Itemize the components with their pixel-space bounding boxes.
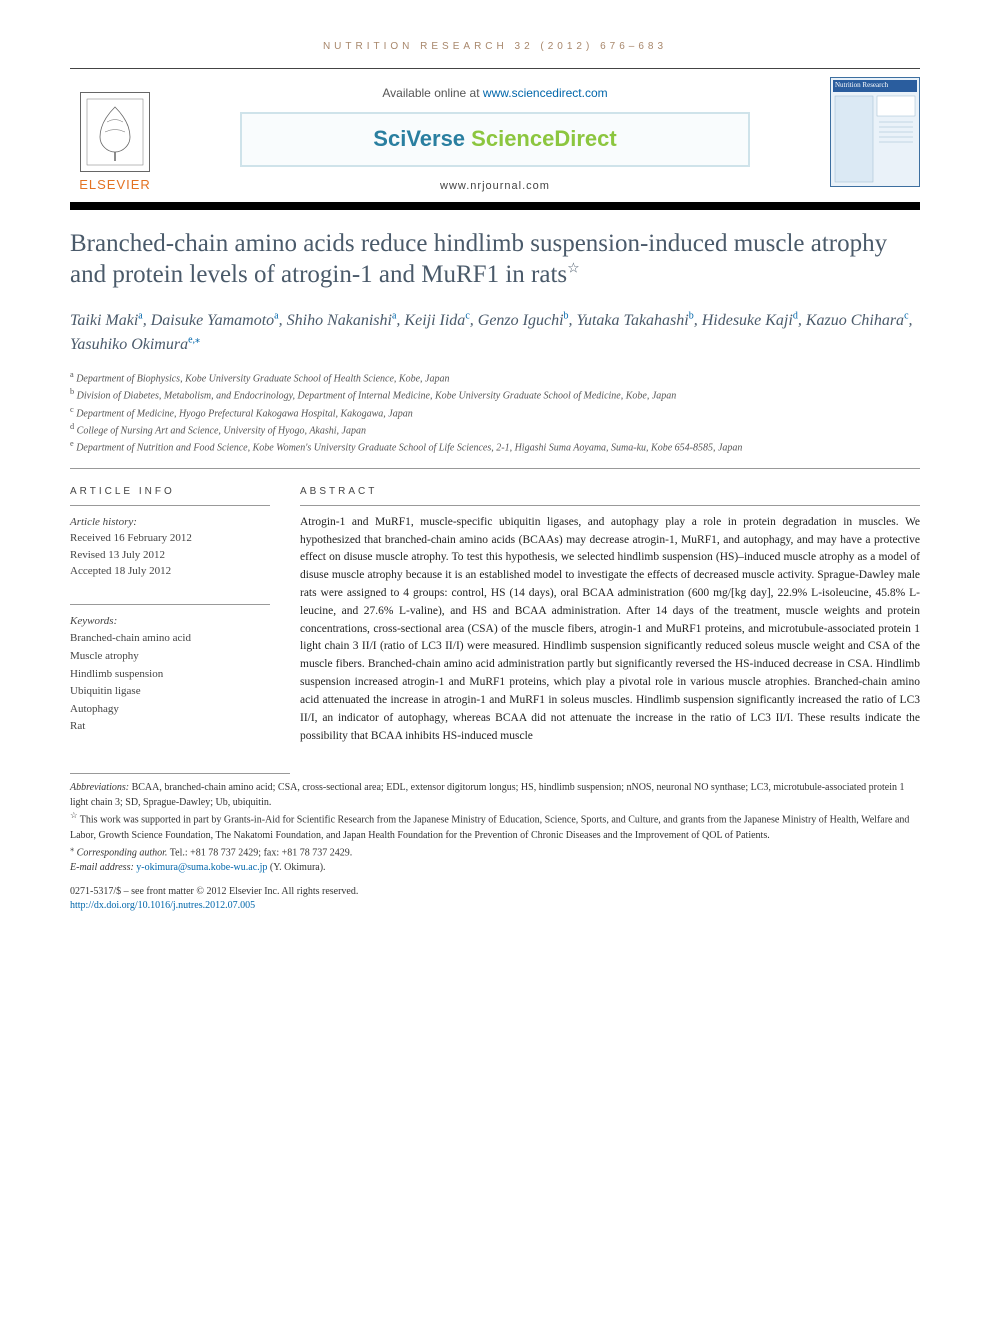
info-rule-2 (70, 604, 270, 605)
author: Kazuo Chiharac (806, 312, 909, 329)
author-list: Taiki Makia, Daisuke Yamamotoa, Shiho Na… (70, 308, 920, 357)
sciverse-logo: SciVerse ScienceDirect (240, 112, 750, 167)
available-prefix: Available online at (382, 86, 483, 100)
keyword-item: Ubiquitin ligase (70, 683, 270, 701)
email-label: E-mail address: (70, 862, 134, 873)
author-affil-ref: c (904, 310, 908, 321)
author: Yutaka Takahashib (577, 312, 694, 329)
affiliation: b Division of Diabetes, Metabolism, and … (70, 386, 920, 403)
journal-cover-thumbnail: Nutrition Research (830, 77, 920, 187)
author-affil-ref: e,⁎ (188, 335, 200, 346)
sciencedirect-link[interactable]: www.sciencedirect.com (483, 86, 608, 100)
doi-link[interactable]: http://dx.doi.org/10.1016/j.nutres.2012.… (70, 900, 255, 911)
abbreviations-line: Abbreviations: BCAA, branched-chain amin… (70, 780, 920, 810)
author-affil-ref: d (793, 310, 798, 321)
keywords-block: Keywords: Branched-chain amino acid Musc… (70, 613, 270, 736)
author-affil-ref: b (564, 310, 569, 321)
history-label: Article history: (70, 514, 270, 531)
footnote-rule (70, 773, 290, 774)
affiliation: d College of Nursing Art and Science, Un… (70, 421, 920, 438)
keyword-item: Branched-chain amino acid (70, 630, 270, 648)
abbrev-text: BCAA, branched-chain amino acid; CSA, cr… (70, 782, 904, 808)
author: Keiji Iidac (404, 312, 469, 329)
elsevier-logo: ELSEVIER (70, 77, 160, 194)
thick-rule (70, 202, 920, 210)
copyright-block: 0271-5317/$ – see front matter © 2012 El… (70, 885, 920, 913)
affiliation: c Department of Medicine, Hyogo Prefectu… (70, 404, 920, 421)
corresponding-line: ⁎ Corresponding author. Tel.: +81 78 737… (70, 843, 920, 860)
corr-label: Corresponding author. (74, 847, 167, 858)
author-affil-ref: c (465, 310, 469, 321)
email-person: (Y. Okimura). (267, 862, 325, 873)
author-affil-ref: a (138, 310, 142, 321)
email-line: E-mail address: y-okimura@suma.kobe-wu.a… (70, 860, 920, 875)
funding-line: ☆ This work was supported in part by Gra… (70, 810, 920, 842)
available-online-line: Available online at www.sciencedirect.co… (180, 85, 810, 102)
author: Yasuhiko Okimurae,⁎ (70, 336, 200, 353)
footnotes: Abbreviations: BCAA, branched-chain amin… (70, 780, 920, 875)
top-rule (70, 68, 920, 69)
history-received: Received 16 February 2012 (70, 530, 270, 547)
article-info-column: ARTICLE INFO Article history: Received 1… (70, 485, 270, 746)
affiliation: e Department of Nutrition and Food Scien… (70, 438, 920, 455)
elsevier-tree-icon (80, 92, 150, 172)
corr-text: Tel.: +81 78 737 2429; fax: +81 78 737 2… (167, 847, 352, 858)
keyword-item: Hindlimb suspension (70, 666, 270, 684)
elsevier-wordmark: ELSEVIER (79, 176, 151, 194)
title-footnote-star: ☆ (567, 262, 580, 277)
journal-header: ELSEVIER Available online at www.science… (70, 77, 920, 194)
abstract-column: ABSTRACT Atrogin-1 and MuRF1, muscle-spe… (300, 485, 920, 746)
keyword-item: Rat (70, 718, 270, 736)
title-text: Branched-chain amino acids reduce hindli… (70, 230, 887, 288)
abstract-heading: ABSTRACT (300, 485, 920, 499)
keywords-label: Keywords: (70, 613, 270, 631)
sciencedirect-text: ScienceDirect (471, 126, 617, 151)
affiliation-list: a Department of Biophysics, Kobe Univers… (70, 369, 920, 456)
article-title: Branched-chain amino acids reduce hindli… (70, 228, 920, 291)
author: Daisuke Yamamotoa (151, 312, 279, 329)
article-history: Article history: Received 16 February 20… (70, 514, 270, 580)
history-revised: Revised 13 July 2012 (70, 547, 270, 564)
author-affil-ref: b (689, 310, 694, 321)
info-rule-1 (70, 505, 270, 506)
cover-title: Nutrition Research (833, 80, 917, 92)
author-affil-ref: a (274, 310, 278, 321)
author: Taiki Makia (70, 312, 143, 329)
email-link[interactable]: y-okimura@suma.kobe-wu.ac.jp (136, 862, 267, 873)
info-abstract-row: ARTICLE INFO Article history: Received 1… (70, 485, 920, 746)
history-accepted: Accepted 18 July 2012 (70, 563, 270, 580)
funding-text: This work was supported in part by Grant… (70, 815, 909, 841)
abbrev-label: Abbreviations: (70, 782, 129, 793)
author: Shiho Nakanishia (287, 312, 397, 329)
author-affil-ref: a (392, 310, 396, 321)
mid-rule-1 (70, 468, 920, 469)
abstract-text: Atrogin-1 and MuRF1, muscle-specific ubi… (300, 514, 920, 746)
copyright-line: 0271-5317/$ – see front matter © 2012 El… (70, 885, 920, 899)
author: Hidesuke Kajid (702, 312, 798, 329)
header-center: Available online at www.sciencedirect.co… (180, 77, 810, 194)
keyword-item: Muscle atrophy (70, 648, 270, 666)
running-head: NUTRITION RESEARCH 32 (2012) 676–683 (70, 40, 920, 54)
article-info-heading: ARTICLE INFO (70, 485, 270, 499)
affiliation: a Department of Biophysics, Kobe Univers… (70, 369, 920, 386)
journal-homepage-url: www.nrjournal.com (180, 179, 810, 194)
author: Genzo Iguchib (478, 312, 569, 329)
sciverse-text: SciVerse (373, 126, 471, 151)
keyword-item: Autophagy (70, 701, 270, 719)
abstract-rule (300, 505, 920, 506)
